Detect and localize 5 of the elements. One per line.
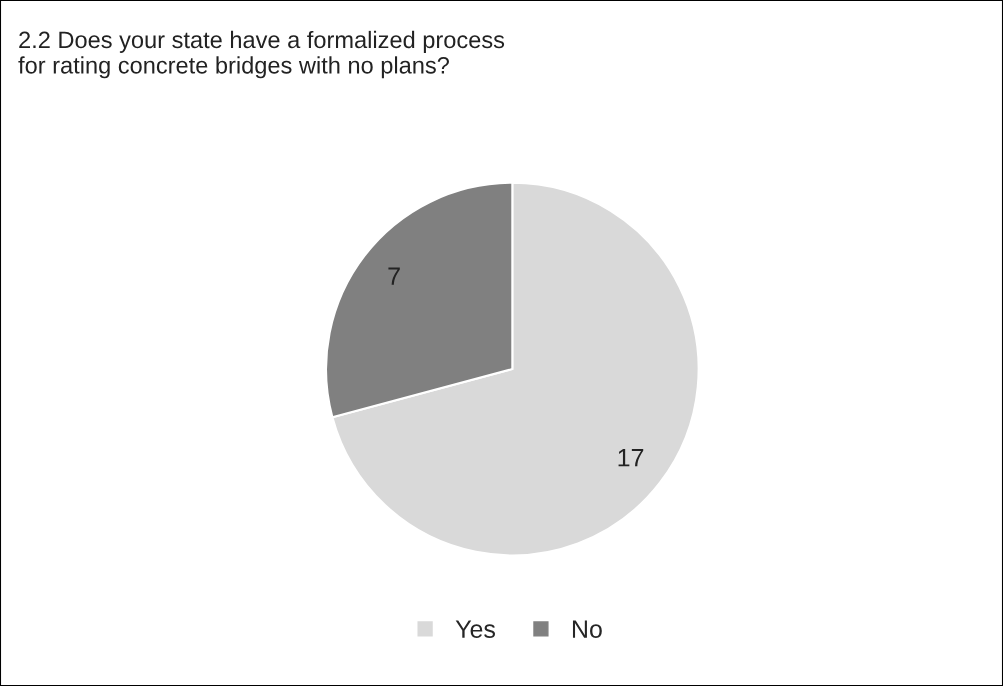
chart-title: 2.2 Does your state have a formalized process for rating concrete bridges with no plans? (18, 30, 505, 79)
legend-label: Yes (455, 620, 496, 638)
data-label: 7 (388, 267, 400, 285)
data-label: 17 (618, 449, 644, 467)
legend-label: No (572, 620, 602, 638)
